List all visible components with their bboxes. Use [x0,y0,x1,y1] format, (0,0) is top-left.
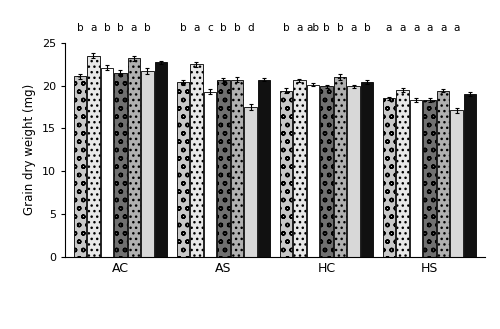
Text: b: b [336,22,344,33]
Text: b: b [144,22,151,33]
Text: b: b [282,22,290,33]
Text: b: b [234,22,240,33]
Bar [437,91,450,257]
Text: c: c [207,22,213,33]
Bar [204,91,216,257]
Bar [190,64,202,257]
Bar [424,100,436,257]
Text: b: b [104,22,110,33]
Bar [396,90,409,257]
Bar [410,100,422,257]
Bar [293,80,306,257]
Bar [334,77,346,257]
Bar [230,80,243,257]
Text: b: b [117,22,123,33]
Text: a: a [454,22,460,33]
Bar [74,76,86,257]
Text: a: a [400,22,406,33]
Bar [128,58,140,257]
Text: a: a [130,22,137,33]
Text: b: b [76,22,83,33]
Text: a: a [193,22,200,33]
Bar [176,82,189,257]
Bar [450,110,463,257]
Bar [154,63,168,257]
Bar [141,71,154,257]
Text: a: a [440,22,446,33]
Text: a: a [386,22,392,33]
Text: ab: ab [306,22,320,33]
Y-axis label: Grain dry weight (mg): Grain dry weight (mg) [24,84,36,215]
Bar [320,87,333,257]
Bar [361,82,374,257]
Bar [306,85,320,257]
Text: a: a [90,22,96,33]
Text: a: a [296,22,302,33]
Text: a: a [426,22,433,33]
Bar [280,91,292,257]
Bar [464,94,476,257]
Text: a: a [350,22,357,33]
Bar [114,73,126,257]
Bar [87,56,100,257]
Text: a: a [413,22,420,33]
Text: d: d [247,22,254,33]
Bar [382,98,396,257]
Bar [244,107,257,257]
Bar [258,80,270,257]
Text: b: b [364,22,370,33]
Bar [100,67,113,257]
Bar [348,87,360,257]
Bar [217,80,230,257]
Text: b: b [220,22,227,33]
Text: b: b [180,22,186,33]
Text: b: b [323,22,330,33]
